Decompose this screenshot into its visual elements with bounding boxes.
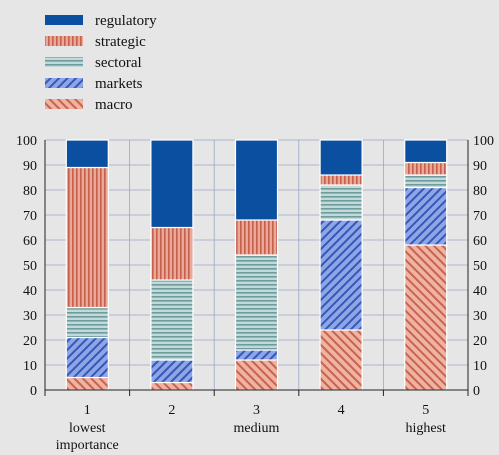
y-tick-label-left: 70 (23, 209, 37, 224)
y-tick-label-left: 20 (23, 334, 37, 349)
legend: regulatory strategic sectoral markets macro (45, 13, 157, 113)
y-tick-label-right: 20 (473, 334, 487, 349)
bar-segment-regulatory (150, 139, 194, 229)
x-tick-sublabel: lowest (69, 421, 106, 436)
bar-segment-regulatory (234, 139, 279, 221)
bar-segment-strategic (234, 219, 279, 256)
y-tick-label-right: 0 (473, 384, 480, 399)
legend-swatch-macro (45, 99, 83, 109)
bar-segment-sectoral (404, 174, 448, 189)
axes: 0 0 10 10 20 20 30 30 40 40 50 50 60 60 70 70 80 80 90 90 10… (16, 134, 494, 453)
x-tick-label: 4 (338, 403, 345, 418)
bar-segment-sectoral (234, 254, 279, 351)
legend-label-markets: markets (95, 76, 143, 92)
bar-segment-markets (234, 349, 279, 361)
y-tick-label-right: 40 (473, 284, 487, 299)
x-tick-label: 2 (168, 403, 175, 418)
bar-segment-sectoral (319, 184, 363, 221)
bar-segment-sectoral (65, 306, 109, 339)
y-tick-label-right: 60 (473, 234, 487, 249)
y-tick-label-right: 10 (473, 359, 487, 374)
legend-swatch-regulatory (45, 15, 83, 25)
x-tick-label: 5 (422, 403, 429, 418)
bar-segment-macro (404, 244, 448, 391)
bar-segment-macro (234, 359, 279, 391)
legend-label-macro: macro (95, 97, 132, 113)
bar-segment-markets (319, 219, 363, 331)
y-tick-label-left: 0 (30, 384, 37, 399)
bar-segment-strategic (65, 166, 109, 309)
bar-segment-regulatory (65, 139, 109, 169)
bar-segment-markets (65, 336, 109, 379)
legend-swatch-sectoral (45, 57, 83, 67)
y-tick-label-left: 50 (23, 259, 37, 274)
y-tick-label-left: 10 (23, 359, 37, 374)
bar-segment-macro (319, 329, 363, 391)
y-tick-label-right: 100 (473, 134, 494, 149)
bar-segment-macro (150, 381, 194, 391)
y-tick-label-left: 60 (23, 234, 37, 249)
y-tick-label-left: 40 (23, 284, 37, 299)
x-tick-sublabel: importance (56, 438, 119, 453)
bar-segment-macro (65, 376, 109, 391)
bar-segment-markets (404, 186, 448, 246)
y-tick-label-left: 90 (23, 159, 37, 174)
x-tick-label: 3 (253, 403, 260, 418)
bar-segment-strategic (404, 161, 448, 176)
bar-segment-regulatory (319, 139, 363, 176)
legend-label-regulatory: regulatory (95, 13, 157, 29)
y-tick-label-right: 50 (473, 259, 487, 274)
bar-segment-strategic (319, 174, 363, 186)
y-tick-label-left: 80 (23, 184, 37, 199)
legend-swatch-strategic (45, 36, 83, 46)
bars (65, 139, 448, 391)
x-tick-sublabel: highest (405, 421, 446, 436)
bar-segment-sectoral (150, 279, 194, 361)
y-tick-label-right: 90 (473, 159, 487, 174)
y-tick-label-right: 70 (473, 209, 487, 224)
legend-label-sectoral: sectoral (95, 55, 142, 71)
legend-swatch-markets (45, 78, 83, 88)
y-tick-label-right: 30 (473, 309, 487, 324)
y-tick-label-right: 80 (473, 184, 487, 199)
y-tick-label-left: 30 (23, 309, 37, 324)
bar-segment-regulatory (404, 139, 448, 164)
bar-segment-markets (150, 359, 194, 384)
legend-label-strategic: strategic (95, 34, 146, 50)
x-tick-sublabel: medium (234, 421, 280, 436)
bar-segment-strategic (150, 226, 194, 281)
x-tick-label: 1 (84, 403, 91, 418)
y-tick-label-left: 100 (16, 134, 37, 149)
